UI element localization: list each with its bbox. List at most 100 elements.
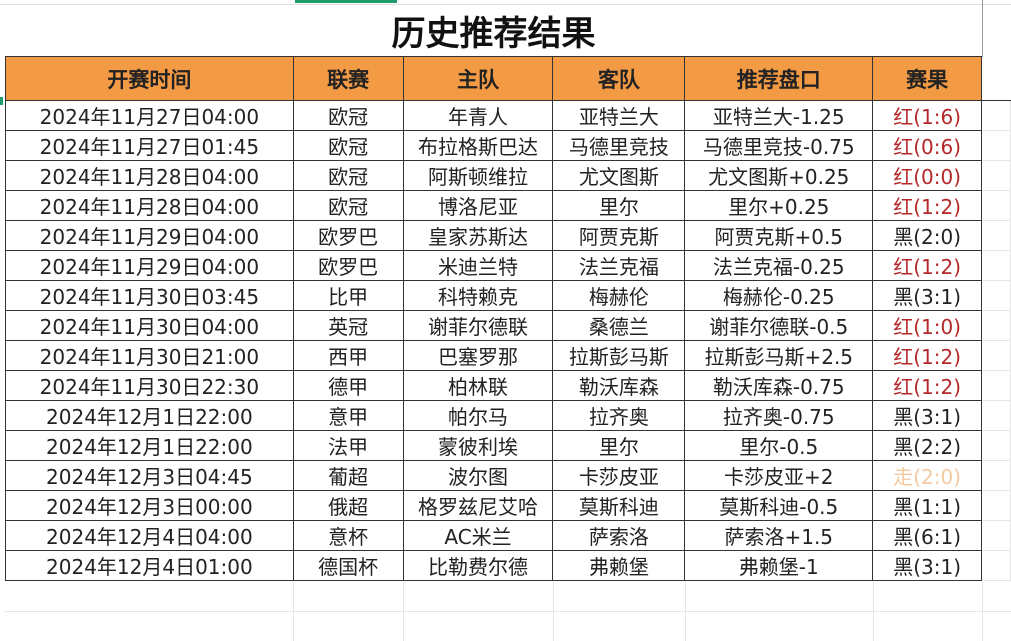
cell-home[interactable]: AC米兰 [402,520,554,551]
empty-cell[interactable] [981,100,1011,131]
empty-cell[interactable] [981,220,1011,251]
cell-pick[interactable]: 梅赫伦-0.25 [684,280,874,311]
cell-time[interactable]: 2024年12月4日01:00 [5,550,294,581]
cell-home[interactable]: 柏林联 [402,370,554,401]
cell-time[interactable]: 2024年12月1日22:00 [5,400,294,431]
cell-result[interactable]: 黑(3:1) [872,400,983,431]
header-league[interactable]: 联赛 [292,56,404,101]
cell-result[interactable]: 黑(3:1) [872,550,983,581]
cell-league[interactable]: 英冠 [292,310,404,341]
empty-cell[interactable] [981,430,1011,461]
cell-home[interactable]: 格罗兹尼艾哈 [402,490,554,521]
cell-league[interactable]: 欧冠 [292,130,404,161]
cell-result[interactable]: 黑(3:1) [872,280,983,311]
cell-league[interactable]: 欧罗巴 [292,250,404,281]
cell-home[interactable]: 米迪兰特 [402,250,554,281]
cell-league[interactable]: 俄超 [292,490,404,521]
cell-pick[interactable]: 亚特兰大-1.25 [684,100,874,131]
cell-away[interactable]: 里尔 [552,430,686,461]
cell-time[interactable]: 2024年11月30日04:00 [5,310,294,341]
cell-time[interactable]: 2024年11月30日03:45 [5,280,294,311]
cell-league[interactable]: 法甲 [292,430,404,461]
cell-result[interactable]: 红(1:2) [872,340,983,371]
cell-pick[interactable]: 莫斯科迪-0.5 [684,490,874,521]
cell-league[interactable]: 比甲 [292,280,404,311]
header-time[interactable]: 开赛时间 [5,56,294,101]
cell-away[interactable]: 桑德兰 [552,310,686,341]
cell-result[interactable]: 红(0:0) [872,160,983,191]
cell-home[interactable]: 科特赖克 [402,280,554,311]
cell-league[interactable]: 葡超 [292,460,404,491]
empty-cell[interactable] [981,56,1011,101]
cell-result[interactable]: 红(0:6) [872,130,983,161]
cell-home[interactable]: 阿斯顿维拉 [402,160,554,191]
cell-league[interactable]: 德甲 [292,370,404,401]
cell-home[interactable]: 波尔图 [402,460,554,491]
cell-pick[interactable]: 马德里竞技-0.75 [684,130,874,161]
cell-pick[interactable]: 拉齐奥-0.75 [684,400,874,431]
cell-time[interactable]: 2024年11月30日22:30 [5,370,294,401]
cell-pick[interactable]: 里尔-0.5 [684,430,874,461]
cell-result[interactable]: 走(2:0) [872,460,983,491]
cell-pick[interactable]: 弗赖堡-1 [684,550,874,581]
empty-cell[interactable] [981,190,1011,221]
cell-result[interactable]: 红(1:2) [872,370,983,401]
cell-result[interactable]: 黑(1:1) [872,490,983,521]
cell-time[interactable]: 2024年11月29日04:00 [5,250,294,281]
empty-cell[interactable] [981,370,1011,401]
cell-time[interactable]: 2024年11月30日21:00 [5,340,294,371]
cell-away[interactable]: 里尔 [552,190,686,221]
cell-home[interactable]: 博洛尼亚 [402,190,554,221]
cell-home[interactable]: 布拉格斯巴达 [402,130,554,161]
empty-cell[interactable] [981,460,1011,491]
empty-cell[interactable] [981,280,1011,311]
cell-away[interactable]: 莫斯科迪 [552,490,686,521]
empty-cell[interactable] [981,340,1011,371]
cell-away[interactable]: 尤文图斯 [552,160,686,191]
cell-result[interactable]: 红(1:6) [872,100,983,131]
cell-time[interactable]: 2024年11月29日04:00 [5,220,294,251]
cell-pick[interactable]: 萨索洛+1.5 [684,520,874,551]
header-pick[interactable]: 推荐盘口 [684,56,874,101]
cell-away[interactable]: 勒沃库森 [552,370,686,401]
cell-home[interactable]: 皇家苏斯达 [402,220,554,251]
empty-cell[interactable] [981,310,1011,341]
empty-cell[interactable] [981,520,1011,551]
cell-away[interactable]: 拉齐奥 [552,400,686,431]
cell-pick[interactable]: 拉斯彭马斯+2.5 [684,340,874,371]
cell-result[interactable]: 红(1:0) [872,310,983,341]
cell-time[interactable]: 2024年11月28日04:00 [5,160,294,191]
empty-cell[interactable] [981,130,1011,161]
cell-pick[interactable]: 尤文图斯+0.25 [684,160,874,191]
header-home[interactable]: 主队 [402,56,554,101]
cell-league[interactable]: 西甲 [292,340,404,371]
cell-home[interactable]: 帕尔马 [402,400,554,431]
cell-home[interactable]: 比勒费尔德 [402,550,554,581]
cell-away[interactable]: 阿贾克斯 [552,220,686,251]
empty-cell[interactable] [981,160,1011,191]
empty-cell[interactable] [981,400,1011,431]
cell-home[interactable]: 巴塞罗那 [402,340,554,371]
header-away[interactable]: 客队 [552,56,686,101]
cell-result[interactable]: 黑(6:1) [872,520,983,551]
cell-pick[interactable]: 谢菲尔德联-0.5 [684,310,874,341]
cell-pick[interactable]: 卡莎皮亚+2 [684,460,874,491]
cell-away[interactable]: 拉斯彭马斯 [552,340,686,371]
cell-away[interactable]: 马德里竞技 [552,130,686,161]
cell-pick[interactable]: 阿贾克斯+0.5 [684,220,874,251]
cell-time[interactable]: 2024年11月28日04:00 [5,190,294,221]
cell-away[interactable]: 法兰克福 [552,250,686,281]
cell-result[interactable]: 黑(2:0) [872,220,983,251]
cell-away[interactable]: 弗赖堡 [552,550,686,581]
cell-time[interactable]: 2024年12月3日00:00 [5,490,294,521]
cell-league[interactable]: 欧冠 [292,160,404,191]
cell-league[interactable]: 欧冠 [292,190,404,221]
cell-league[interactable]: 欧罗巴 [292,220,404,251]
cell-pick[interactable]: 法兰克福-0.25 [684,250,874,281]
cell-time[interactable]: 2024年11月27日01:45 [5,130,294,161]
empty-cell[interactable] [981,250,1011,281]
cell-league[interactable]: 意甲 [292,400,404,431]
cell-away[interactable]: 萨索洛 [552,520,686,551]
cell-away[interactable]: 亚特兰大 [552,100,686,131]
header-result[interactable]: 赛果 [872,56,983,101]
